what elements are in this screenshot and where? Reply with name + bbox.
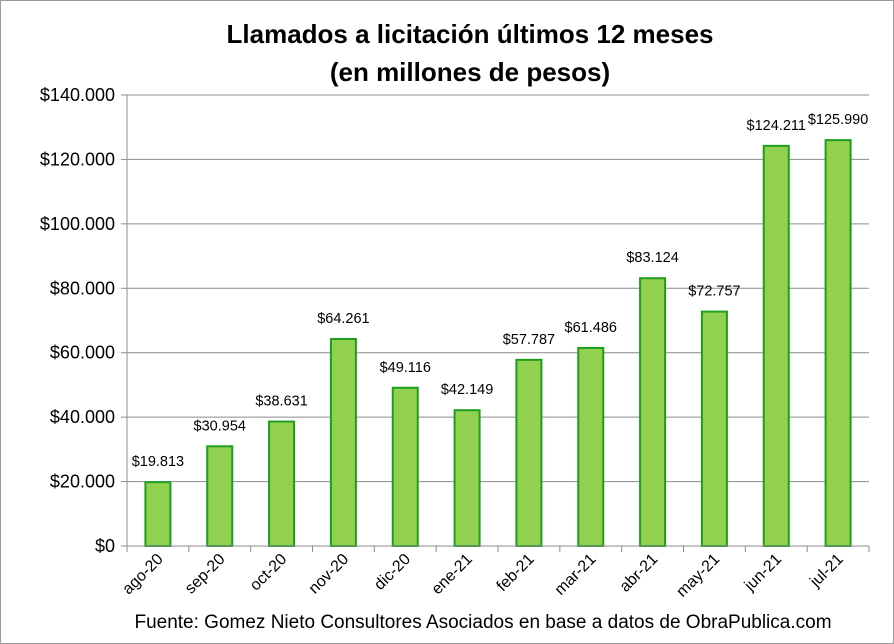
bar — [206, 445, 234, 548]
x-tick-label: may-21 — [673, 551, 723, 601]
x-tick-label: jul-21 — [807, 551, 847, 591]
y-tick-label: $0 — [95, 536, 115, 556]
gridlines — [127, 94, 869, 483]
y-tick-label: $100.000 — [40, 214, 115, 234]
bars — [144, 139, 852, 548]
x-tick-label: dic-20 — [371, 551, 414, 594]
data-labels: $19.813 $30.954 $38.631 $64.261 $49.116 $42.1… — [132, 112, 869, 470]
x-axis-ticks: ago-20 sep-20 oct-20 nov-20 dic-20 ene-21 feb-… — [119, 546, 870, 601]
data-label: $61.486 — [565, 320, 617, 336]
data-label: $19.813 — [132, 454, 184, 470]
bar — [391, 386, 419, 547]
bar — [762, 144, 790, 547]
y-tick-label: $140.000 — [40, 85, 115, 105]
x-tick-label: feb-21 — [494, 551, 538, 595]
data-label: $64.261 — [317, 311, 369, 327]
source-note: Fuente: Gomez Nieto Consultores Asociado… — [134, 612, 831, 633]
x-tick-label: sep-20 — [182, 551, 229, 598]
bar — [824, 139, 852, 548]
y-tick-label: $80.000 — [50, 278, 115, 298]
y-tick-label: $120.000 — [40, 149, 115, 169]
y-axis-ticks: $0 $20.000 $40.000 $60.000 $80.000 $100.000 $1… — [40, 85, 127, 556]
bar — [144, 481, 172, 547]
data-label: $42.149 — [441, 382, 493, 398]
data-label: $38.631 — [255, 394, 307, 410]
bar — [700, 310, 728, 548]
bar — [639, 277, 667, 547]
data-label: $125.990 — [808, 112, 868, 128]
data-label: $83.124 — [626, 250, 678, 266]
x-tick-label: mar-21 — [552, 551, 600, 599]
axes — [126, 95, 869, 547]
bar — [453, 409, 481, 547]
bar — [268, 420, 296, 547]
y-tick-label: $20.000 — [50, 472, 115, 492]
data-label: $30.954 — [194, 418, 246, 434]
bar — [329, 337, 357, 548]
x-tick-label: ago-20 — [119, 551, 166, 598]
bar — [515, 358, 543, 547]
bar — [577, 346, 605, 547]
y-tick-label: $40.000 — [50, 407, 115, 427]
x-tick-label: ene-21 — [429, 551, 476, 598]
data-label: $57.787 — [503, 332, 555, 348]
data-label: $124.211 — [747, 118, 806, 134]
data-label: $72.757 — [688, 284, 740, 300]
y-tick-label: $60.000 — [50, 343, 115, 363]
x-tick-label: nov-20 — [306, 551, 353, 598]
x-tick-label: jun-21 — [741, 551, 785, 595]
x-tick-label: abr-21 — [617, 551, 662, 596]
data-label: $49.116 — [380, 360, 431, 376]
x-tick-label: oct-20 — [247, 551, 291, 595]
chart-subtitle: (en millones de pesos) — [330, 57, 610, 87]
chart-title: Llamados a licitación últimos 12 meses — [227, 19, 714, 49]
